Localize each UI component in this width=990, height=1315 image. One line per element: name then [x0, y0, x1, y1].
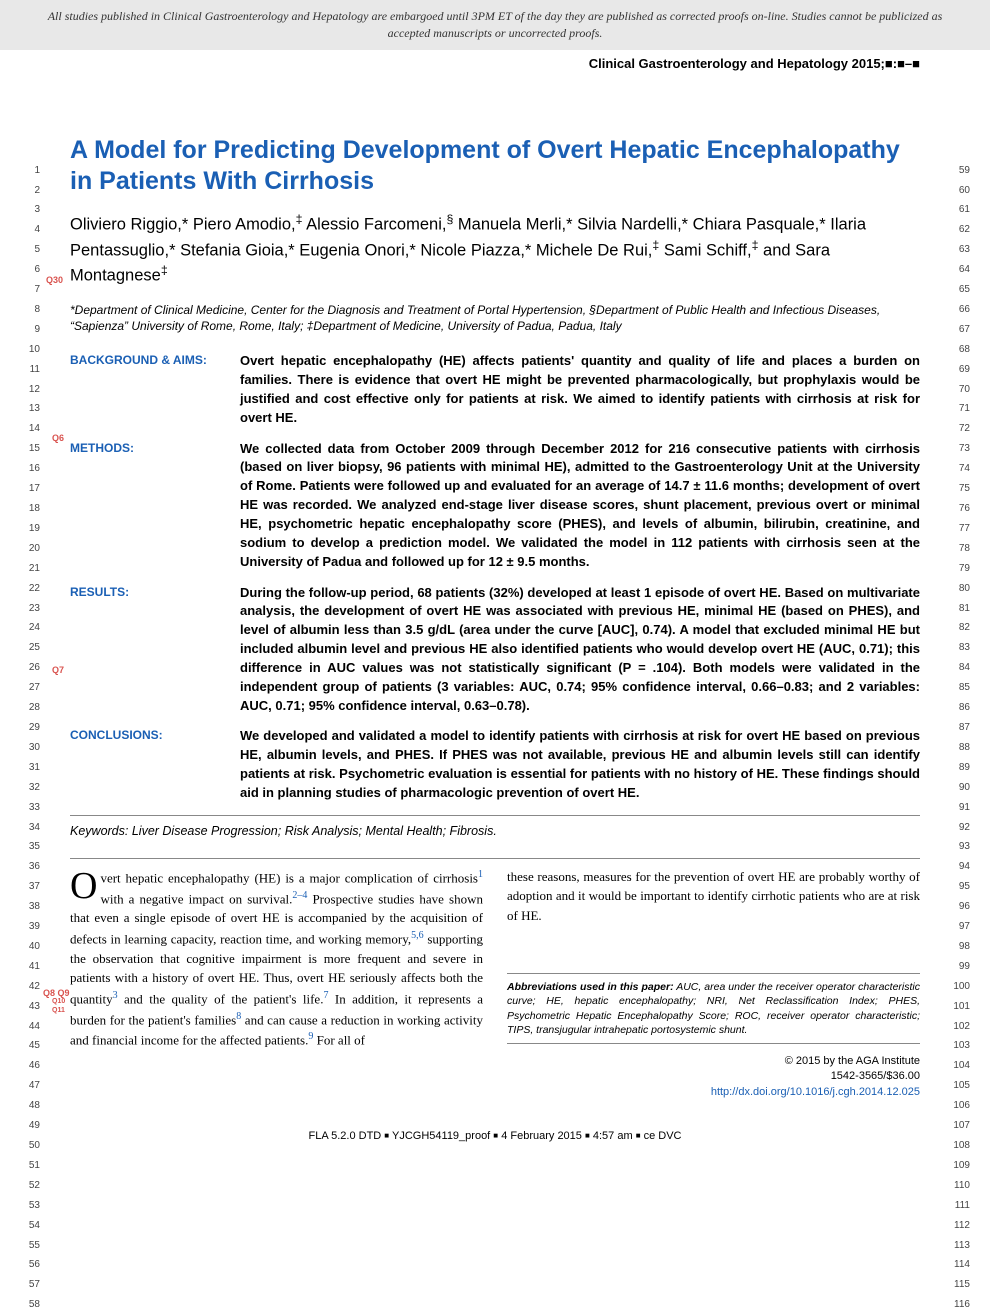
author-list: Oliviero Riggio,* Piero Amodio,‡ Alessio… — [70, 211, 920, 288]
abbreviations-box: Abbreviations used in this paper: AUC, a… — [507, 973, 920, 1044]
keywords-line: Keywords: Liver Disease Progression; Ris… — [70, 824, 920, 838]
doi-link[interactable]: http://dx.doi.org/10.1016/j.cgh.2014.12.… — [507, 1085, 920, 1100]
issn-line: 1542-3565/$36.00 — [507, 1069, 920, 1084]
abstract-section: BACKGROUND & AIMS:Overt hepatic encephal… — [70, 352, 920, 427]
query-tag: Q11 — [52, 1007, 65, 1014]
query-tag: Q8 Q9 — [43, 988, 70, 998]
page-body: 1234567891011121314151617181920212223242… — [0, 135, 990, 1121]
intro-paragraph: Overt hepatic encephalopathy (HE) is a m… — [70, 867, 483, 1050]
keywords-text: Liver Disease Progression; Risk Analysis… — [132, 824, 497, 838]
divider — [70, 815, 920, 816]
divider — [70, 858, 920, 859]
abstract-label: RESULTS: — [70, 584, 240, 716]
query-tag: Q6 — [52, 433, 64, 443]
proof-footer: FLA 5.2.0 DTD ■ YJCGH54119_proof ■ 4 Feb… — [0, 1120, 990, 1152]
abstract-text: We collected data from October 2009 thro… — [240, 440, 920, 572]
abstract-section: METHODS:We collected data from October 2… — [70, 440, 920, 572]
affiliations: *Department of Clinical Medicine, Center… — [70, 302, 920, 334]
line-numbers-left: 1234567891011121314151617181920212223242… — [20, 161, 40, 1315]
abbrev-label: Abbreviations used in this paper: — [507, 981, 674, 993]
abstract-label: CONCLUSIONS: — [70, 727, 240, 802]
abstract-text: During the follow-up period, 68 patients… — [240, 584, 920, 716]
abstract-text: We developed and validated a model to id… — [240, 727, 920, 802]
article-title: A Model for Predicting Development of Ov… — [70, 135, 920, 198]
body-column-right: these reasons, measures for the preventi… — [507, 867, 920, 1100]
query-tag: Q7 — [52, 665, 64, 675]
keywords-label: Keywords: — [70, 824, 128, 838]
intro-continuation: these reasons, measures for the preventi… — [507, 867, 920, 926]
body-column-left: Overt hepatic encephalopathy (HE) is a m… — [70, 867, 483, 1100]
abstract-text: Overt hepatic encephalopathy (HE) affect… — [240, 352, 920, 427]
query-tag: Q30 — [46, 275, 63, 285]
abstract: BACKGROUND & AIMS:Overt hepatic encephal… — [70, 352, 920, 803]
abstract-section: RESULTS:During the follow-up period, 68 … — [70, 584, 920, 716]
abstract-label: BACKGROUND & AIMS: — [70, 352, 240, 427]
abstract-label: METHODS: — [70, 440, 240, 572]
body-columns: Overt hepatic encephalopathy (HE) is a m… — [70, 867, 920, 1100]
journal-citation: Clinical Gastroenterology and Hepatology… — [0, 50, 990, 75]
copyright-block: © 2015 by the AGA Institute 1542-3565/$3… — [507, 1054, 920, 1100]
embargo-notice: All studies published in Clinical Gastro… — [0, 0, 990, 50]
abstract-section: CONCLUSIONS:We developed and validated a… — [70, 727, 920, 802]
line-numbers-right: 5960616263646566676869707172737475767778… — [944, 161, 970, 1315]
query-tag: Q10 — [52, 998, 65, 1005]
copyright-line: © 2015 by the AGA Institute — [507, 1054, 920, 1069]
